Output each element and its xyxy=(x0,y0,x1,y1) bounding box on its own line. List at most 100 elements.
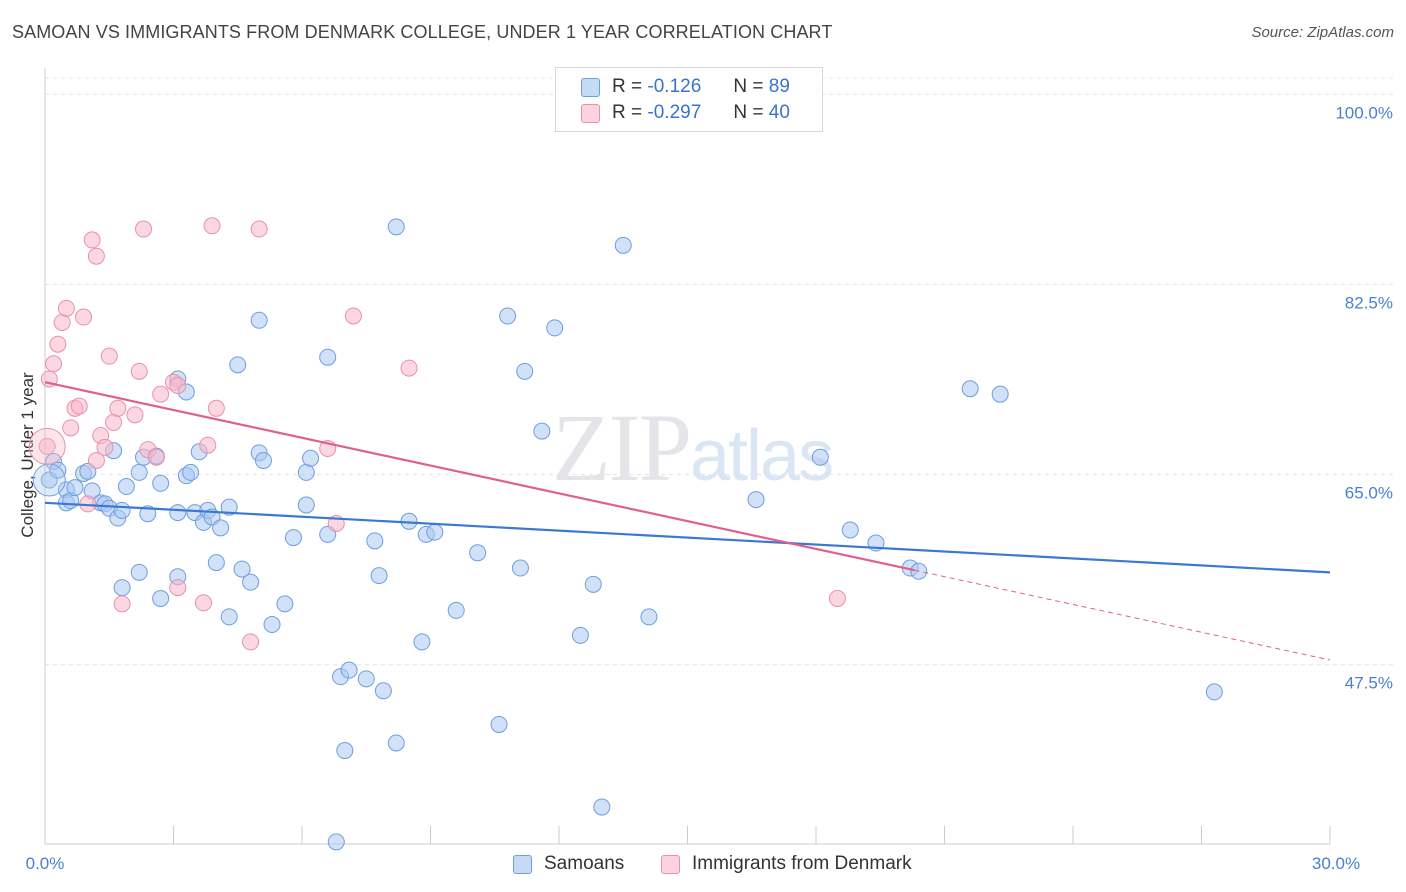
legend-n-label: N = xyxy=(733,102,764,123)
samoans-swatch xyxy=(581,77,600,97)
axes xyxy=(44,68,1331,845)
samoans-point xyxy=(229,356,247,374)
source-label: Source: ZipAtlas.com xyxy=(1251,24,1394,41)
legend-r-label: R = xyxy=(612,102,643,123)
x-tick-label: 30.0% xyxy=(1312,854,1360,873)
samoans-point xyxy=(169,504,187,522)
samoans-point xyxy=(284,529,302,547)
samoans-point xyxy=(841,521,859,539)
denmark-point xyxy=(147,448,165,466)
denmark-point xyxy=(87,247,105,265)
samoans-point xyxy=(374,682,392,700)
samoans-points xyxy=(32,218,1223,851)
y-tick-label: 65.0% xyxy=(1345,484,1393,503)
samoans-point xyxy=(811,448,829,466)
samoans-point xyxy=(469,544,487,562)
denmark-point xyxy=(96,438,114,456)
samoans-legend-swatch xyxy=(513,854,532,874)
watermark-atlas: atlas xyxy=(690,416,834,496)
samoans-point xyxy=(593,798,611,816)
y-tick-label: 82.5% xyxy=(1345,293,1393,312)
legend-n-label: N = xyxy=(733,76,764,97)
legend-row-samoans: R = -0.126 N = 89 xyxy=(581,75,790,99)
samoans-point xyxy=(413,633,431,651)
samoans-point xyxy=(747,491,765,509)
denmark-point xyxy=(70,397,88,415)
samoans-point xyxy=(207,554,225,572)
denmark-point xyxy=(45,355,63,373)
correlation-legend: R = -0.126 N = 89 R = -0.297 N = 40 xyxy=(555,67,823,132)
denmark-point xyxy=(250,220,268,238)
denmark-point xyxy=(87,451,105,469)
samoans-point xyxy=(212,519,230,537)
denmark-point xyxy=(135,220,153,238)
denmark-point xyxy=(207,399,225,417)
denmark-point xyxy=(152,385,170,403)
samoans-point xyxy=(113,579,131,597)
samoans-point xyxy=(276,595,294,613)
samoans-point xyxy=(370,567,388,585)
denmark-point xyxy=(83,231,101,249)
denmark-legend-swatch xyxy=(661,854,680,874)
watermark: ZIPatlas xyxy=(552,392,834,503)
samoans-point xyxy=(640,608,658,626)
denmark-point xyxy=(109,399,127,417)
denmark-point xyxy=(828,589,846,607)
samoans-point xyxy=(220,498,238,516)
samoans-point xyxy=(319,348,337,366)
denmark-point-large xyxy=(28,427,66,465)
samoans-point xyxy=(336,742,354,760)
denmark-trend-extension xyxy=(914,569,1331,661)
samoans-point xyxy=(302,449,320,467)
samoans-point xyxy=(614,236,632,254)
denmark-point xyxy=(100,347,118,365)
samoans-point xyxy=(533,422,551,440)
samoans-point xyxy=(220,608,238,626)
samoans-point xyxy=(357,670,375,688)
denmark-point xyxy=(344,307,362,325)
samoans-point xyxy=(961,380,979,398)
samoans-point xyxy=(233,560,251,578)
denmark-point xyxy=(49,335,67,353)
denmark-swatch xyxy=(581,103,600,123)
samoans-point xyxy=(447,601,465,619)
samoans-point xyxy=(254,451,272,469)
denmark-point xyxy=(169,579,187,597)
y-tick-label: 100.0% xyxy=(1335,103,1393,122)
denmark-point xyxy=(62,419,80,437)
samoans-point xyxy=(366,532,384,550)
legend-r-value: -0.126 xyxy=(647,76,702,97)
legend-row-denmark: R = -0.297 N = 40 xyxy=(581,101,790,125)
samoans-point xyxy=(182,463,200,481)
denmark-point xyxy=(57,299,75,317)
samoans-point xyxy=(49,461,67,479)
x-tick-label: 0.0% xyxy=(26,854,65,873)
legend-r-label: R = xyxy=(612,76,643,97)
denmark-point xyxy=(75,308,93,326)
samoans-point xyxy=(250,311,268,329)
watermark-zip: ZIP xyxy=(552,394,692,501)
trend-lines xyxy=(44,381,1331,661)
denmark-point xyxy=(130,362,148,380)
samoans-point-large xyxy=(32,463,66,497)
denmark-point xyxy=(194,594,212,612)
denmark-point xyxy=(169,376,187,394)
samoans-point xyxy=(571,626,589,644)
samoans-point xyxy=(499,307,517,325)
denmark-point xyxy=(126,406,144,424)
samoans-point xyxy=(340,661,358,679)
samoans-point xyxy=(490,715,508,733)
denmark-trend-line xyxy=(44,381,915,572)
bottom-legend-denmark: Immigrants from Denmark xyxy=(661,851,912,877)
legend-r-value: -0.297 xyxy=(647,102,702,123)
denmark-point xyxy=(38,437,56,455)
denmark-point xyxy=(199,436,217,454)
samoans-point xyxy=(584,575,602,593)
samoans-point xyxy=(387,218,405,236)
samoans-point xyxy=(130,563,148,581)
samoans-point xyxy=(327,833,345,851)
denmark-point xyxy=(400,359,418,377)
samoans-point xyxy=(113,501,131,519)
y-tick-label: 47.5% xyxy=(1345,674,1393,693)
samoans-point xyxy=(387,734,405,752)
